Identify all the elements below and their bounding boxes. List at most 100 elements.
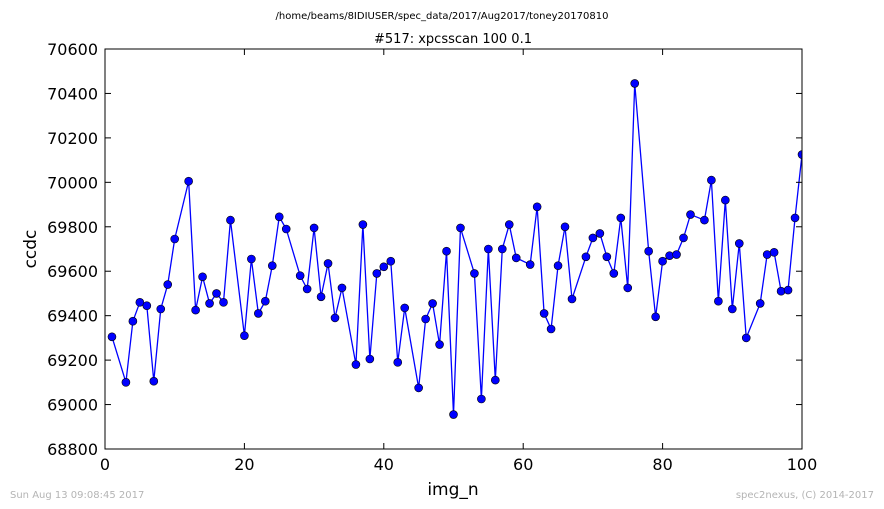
data-point (553, 261, 563, 270)
data-point (128, 316, 138, 326)
data-point (421, 314, 430, 324)
data-point (149, 376, 159, 386)
data-point (358, 220, 368, 229)
data-point (309, 223, 319, 233)
y-tick-label: 70000 (47, 173, 98, 192)
data-point (212, 289, 221, 298)
data-point (721, 195, 730, 205)
y-tick-label: 68800 (47, 440, 98, 459)
data-point (581, 252, 591, 262)
data-point (274, 212, 284, 222)
x-tick-label: 40 (374, 455, 394, 474)
x-tick-label: 100 (787, 455, 818, 474)
data-point (240, 331, 249, 340)
data-point (504, 220, 514, 229)
plot-frame (104, 48, 803, 450)
footer-credit: spec2nexus, (C) 2014-2017 (735, 490, 874, 501)
data-point (484, 244, 493, 254)
data-point (365, 354, 375, 364)
data-point (491, 375, 500, 385)
data-point (198, 272, 207, 282)
y-tick-label: 70200 (47, 129, 98, 148)
data-point (254, 309, 263, 318)
data-point (184, 176, 193, 186)
data-point (790, 213, 800, 223)
data-point (567, 294, 577, 304)
data-point (644, 246, 653, 256)
data-point (595, 229, 605, 238)
data-point (658, 256, 667, 266)
data-point (435, 340, 444, 349)
data-point (630, 79, 640, 88)
data-point (226, 215, 235, 225)
data-point (623, 283, 633, 293)
data-point (707, 175, 716, 185)
data-point (714, 296, 723, 306)
x-tick-label: 20 (234, 455, 254, 474)
series-line (111, 83, 802, 415)
data-point (651, 312, 660, 322)
data-point (267, 261, 277, 270)
data-point (261, 296, 270, 306)
data-point (755, 299, 765, 308)
data-point (205, 299, 214, 308)
data-point (686, 210, 695, 219)
data-point (135, 298, 145, 307)
data-point (156, 304, 166, 314)
y-axis-label: ccdc (21, 230, 41, 269)
data-point (539, 309, 549, 318)
data-point (665, 251, 674, 260)
data-point (323, 259, 333, 268)
data-point (170, 234, 179, 244)
data-point (414, 383, 423, 393)
data-point (372, 269, 382, 278)
data-point (247, 254, 256, 264)
x-tick-label: 0 (100, 455, 110, 474)
data-point (588, 233, 598, 243)
data-point (386, 256, 396, 266)
data-point (776, 286, 786, 296)
y-tick-label: 70600 (47, 40, 98, 59)
data-point (281, 224, 291, 234)
data-point (295, 271, 305, 280)
data-point (107, 332, 117, 342)
chart-suptitle: /home/beams/8IDIUSER/spec_data/2017/Aug2… (276, 11, 609, 22)
data-point (337, 283, 347, 293)
y-tick-label: 69200 (47, 351, 98, 370)
data-point (616, 213, 626, 223)
data-point (470, 269, 479, 278)
data-point (219, 298, 228, 307)
data-point (428, 299, 437, 308)
data-point (449, 410, 458, 419)
data-point (769, 248, 779, 257)
x-tick-label: 60 (513, 455, 533, 474)
data-point (379, 262, 389, 272)
data-point (330, 313, 340, 323)
data-point (700, 215, 709, 225)
data-point (351, 360, 361, 369)
data-point (797, 150, 802, 159)
data-point (560, 222, 570, 232)
footer-timestamp: Sun Aug 13 09:08:45 2017 (10, 490, 145, 501)
y-tick-label: 69600 (47, 262, 98, 281)
data-point (783, 285, 793, 295)
chart-title: #517: xpcsscan 100 0.1 (374, 32, 532, 47)
x-tick-label: 80 (652, 455, 672, 474)
data-point (532, 202, 542, 212)
data-point (679, 233, 688, 243)
data-point (302, 284, 312, 294)
data-point (672, 250, 681, 259)
y-tick-label: 69000 (47, 396, 98, 415)
data-point (442, 246, 451, 256)
data-point (727, 304, 737, 314)
data-point (602, 252, 612, 262)
data-point (741, 333, 751, 343)
data-point (393, 358, 403, 367)
data-point (525, 260, 535, 269)
data-point (316, 292, 326, 302)
data-point (546, 324, 556, 334)
data-point (400, 303, 410, 313)
y-tick-label: 69800 (47, 218, 98, 237)
data-point (609, 269, 619, 278)
